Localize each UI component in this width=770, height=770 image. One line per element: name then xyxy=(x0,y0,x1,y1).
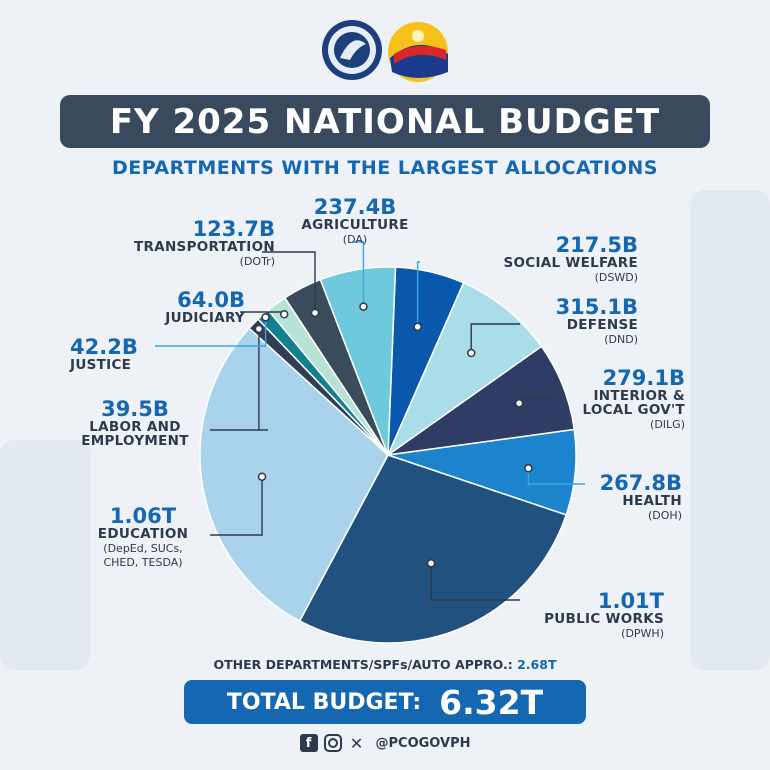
education-abbr-line1: (DepEd, SUCs, xyxy=(103,542,183,556)
leader-dot-education xyxy=(257,472,267,481)
label-justice: 42.2B JUSTICE xyxy=(70,336,190,372)
label-judiciary: 64.0B JUDICIARY xyxy=(95,289,245,325)
public-works-name: PUBLIC WORKS xyxy=(544,611,664,628)
social-links: f ✕ @PCOGOVPH xyxy=(0,733,770,753)
agriculture-name: AGRICULTURE xyxy=(301,217,409,234)
leader-dot-justice xyxy=(261,313,270,322)
pie-slice-defense xyxy=(386,281,543,458)
leader-line-defense xyxy=(470,323,520,354)
public-works-abbr: (DPWH) xyxy=(621,627,664,641)
leader-dot-interior-local-gov-t xyxy=(514,399,524,408)
leader-dot-judiciary xyxy=(279,310,289,319)
bagong-pilipinas-logo xyxy=(388,22,448,82)
labor-name-line2: EMPLOYMENT xyxy=(81,433,189,450)
leader-dot-transportation xyxy=(310,308,320,318)
header-logos xyxy=(322,20,448,82)
education-value: 1.06T xyxy=(109,504,177,528)
leader-line-education xyxy=(210,476,263,536)
total-budget-box: TOTAL BUDGET: 6.32T xyxy=(184,680,586,724)
other-label: OTHER DEPARTMENTS/SPFs/AUTO APPRO.: xyxy=(213,657,513,672)
label-defense: 315.1B DEFENSE (DND) xyxy=(520,296,638,346)
labor-name-line1: LABOR AND xyxy=(89,419,181,436)
total-value: 6.32T xyxy=(439,682,544,722)
judiciary-name: JUDICIARY xyxy=(165,310,245,327)
transportation-abbr: (DOTr) xyxy=(239,255,275,269)
leader-dot-defense xyxy=(466,348,476,358)
label-education: 1.06T EDUCATION (DepEd, SUCs, CHED, TESD… xyxy=(78,505,208,568)
social-welfare-abbr: (DSWD) xyxy=(594,271,638,285)
other-departments: OTHER DEPARTMENTS/SPFs/AUTO APPRO.: 2.68… xyxy=(0,657,770,672)
pie-slice-education xyxy=(199,327,389,622)
public-works-value: 1.01T xyxy=(597,589,664,613)
defense-name: DEFENSE xyxy=(566,317,638,334)
label-labor: 39.5B LABOR AND EMPLOYMENT xyxy=(60,398,210,448)
interior-name-line1: INTERIOR & xyxy=(593,388,685,405)
label-transportation: 123.7B TRANSPORTATION (DOTr) xyxy=(95,218,275,268)
transportation-value: 123.7B xyxy=(192,217,275,241)
background-panel-left xyxy=(0,440,90,670)
label-interior: 279.1B INTERIOR & LOCAL GOV'T (DILG) xyxy=(555,367,685,431)
interior-name-line2: LOCAL GOV'T xyxy=(582,402,685,419)
defense-abbr: (DND) xyxy=(604,333,638,347)
page-subtitle: DEPARTMENTS WITH THE LARGEST ALLOCATIONS xyxy=(112,157,658,179)
transportation-name: TRANSPORTATION xyxy=(134,239,275,256)
x-icon[interactable]: ✕ xyxy=(349,733,364,753)
agriculture-value: 237.4B xyxy=(313,195,397,219)
justice-value: 42.2B xyxy=(70,335,138,359)
facebook-icon[interactable]: f xyxy=(299,734,318,752)
health-value: 267.8B xyxy=(599,471,682,495)
leader-line-agriculture xyxy=(352,241,365,307)
page-title: FY 2025 NATIONAL BUDGET xyxy=(109,101,661,142)
justice-name: JUSTICE xyxy=(70,357,132,374)
defense-value: 315.1B xyxy=(555,295,638,319)
leader-dot-agriculture xyxy=(359,302,368,311)
label-health: 267.8B HEALTH (DOH) xyxy=(580,472,682,522)
health-name: HEALTH xyxy=(622,493,682,510)
total-label: TOTAL BUDGET: xyxy=(226,689,422,715)
pie-slice-agriculture xyxy=(319,266,397,456)
label-agriculture: 237.4B AGRICULTURE (DA) xyxy=(280,196,430,246)
label-public-works: 1.01T PUBLIC WORKS (DPWH) xyxy=(520,590,664,640)
leader-dot-social-welfare xyxy=(413,322,422,332)
title-bar: FY 2025 NATIONAL BUDGET xyxy=(60,95,710,148)
education-name: EDUCATION xyxy=(97,526,189,543)
pie-slice-public-works xyxy=(298,454,568,644)
leader-line-health xyxy=(527,468,585,485)
background-panel-right xyxy=(690,190,770,670)
judiciary-value: 64.0B xyxy=(177,288,245,312)
other-value: 2.68T xyxy=(517,657,557,672)
agriculture-abbr: (DA) xyxy=(342,233,368,247)
social-welfare-value: 217.5B xyxy=(555,233,638,257)
interior-value: 279.1B xyxy=(602,366,685,390)
leader-dot-labor-and-employment xyxy=(254,324,264,334)
social-handle[interactable]: @PCOGOVPH xyxy=(375,735,471,751)
label-social-welfare: 217.5B SOCIAL WELFARE (DSWD) xyxy=(470,234,638,284)
leader-line-social-welfare xyxy=(416,261,420,327)
leader-dot-health xyxy=(524,464,533,473)
social-welfare-name: SOCIAL WELFARE xyxy=(503,255,638,272)
leader-line-transportation xyxy=(262,251,316,313)
leader-line-public-works xyxy=(430,563,520,601)
leader-line-labor-and-employment xyxy=(210,328,268,431)
interior-abbr: (DILG) xyxy=(650,418,685,432)
labor-value: 39.5B xyxy=(101,397,169,421)
leader-line-justice xyxy=(155,317,267,347)
instagram-icon[interactable] xyxy=(323,734,342,752)
health-abbr: (DOH) xyxy=(648,509,682,523)
education-abbr-line2: CHED, TESDA) xyxy=(103,555,183,569)
pco-seal-logo xyxy=(322,20,382,80)
leader-dot-public-works xyxy=(426,559,436,568)
